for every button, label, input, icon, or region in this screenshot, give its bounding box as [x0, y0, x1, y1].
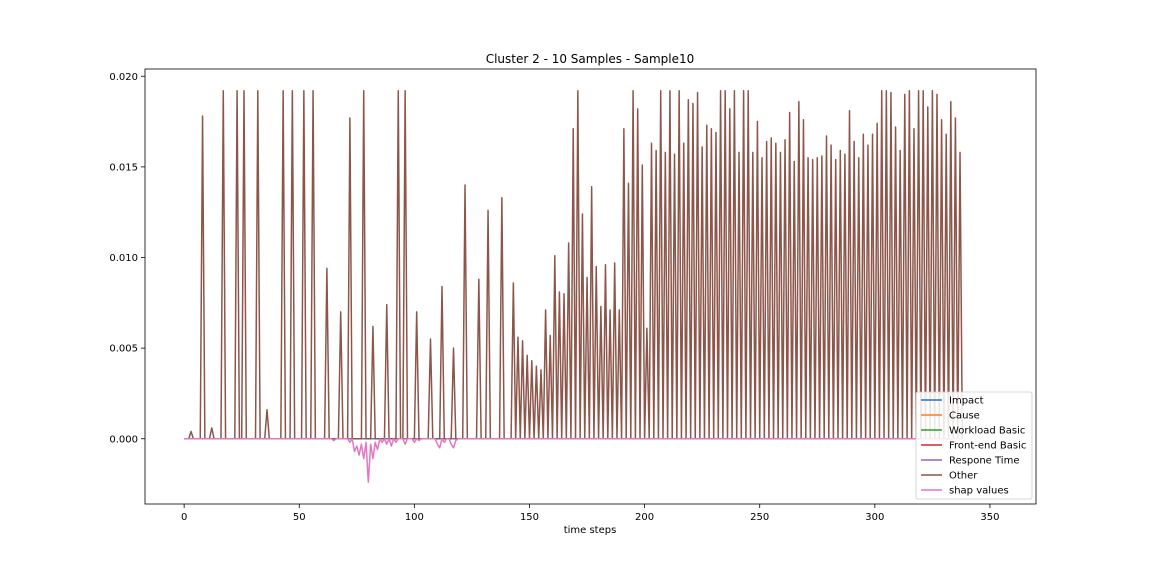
y-tick-label: 0.015 — [109, 162, 138, 173]
legend-label: shap values — [949, 486, 1009, 497]
y-tick-label: 0.020 — [109, 72, 138, 83]
legend-label: Impact — [949, 396, 984, 407]
x-tick-label: 200 — [635, 512, 654, 523]
legend-box — [915, 391, 1033, 500]
legend-label: Cause — [949, 411, 980, 422]
plot-frame — [144, 68, 1037, 505]
x-tick-label: 250 — [750, 512, 769, 523]
chart-title: Cluster 2 - 10 Samples - Sample10 — [486, 52, 695, 66]
legend-label: Workload Basic — [949, 426, 1025, 437]
axes-layer: 0 50 100 150 200 250 300 350 0.000 0.005 0.010 0.01… — [109, 68, 1037, 523]
y-tick-label: 0.010 — [109, 253, 138, 264]
legend-label: Respone Time — [949, 456, 1019, 467]
series-line-5 — [184, 90, 964, 440]
y-tick-label: 0.005 — [109, 344, 138, 355]
series-layer — [184, 90, 964, 483]
x-tick-label: 350 — [980, 512, 999, 523]
legend: Impact Cause Workload Basic Front-end Basic… — [915, 391, 1033, 500]
y-tick-label: 0.000 — [109, 434, 138, 445]
x-tick-label: 100 — [405, 512, 424, 523]
legend-label: Front-end Basic — [949, 441, 1026, 452]
x-tick-label: 150 — [520, 512, 539, 523]
x-tick-label: 50 — [293, 512, 306, 523]
series-line-6 — [184, 438, 963, 483]
x-axis-label: time steps — [564, 525, 617, 536]
x-tick-label: 300 — [865, 512, 884, 523]
x-tick-label: 0 — [181, 512, 187, 523]
legend-label: Other — [949, 471, 978, 482]
